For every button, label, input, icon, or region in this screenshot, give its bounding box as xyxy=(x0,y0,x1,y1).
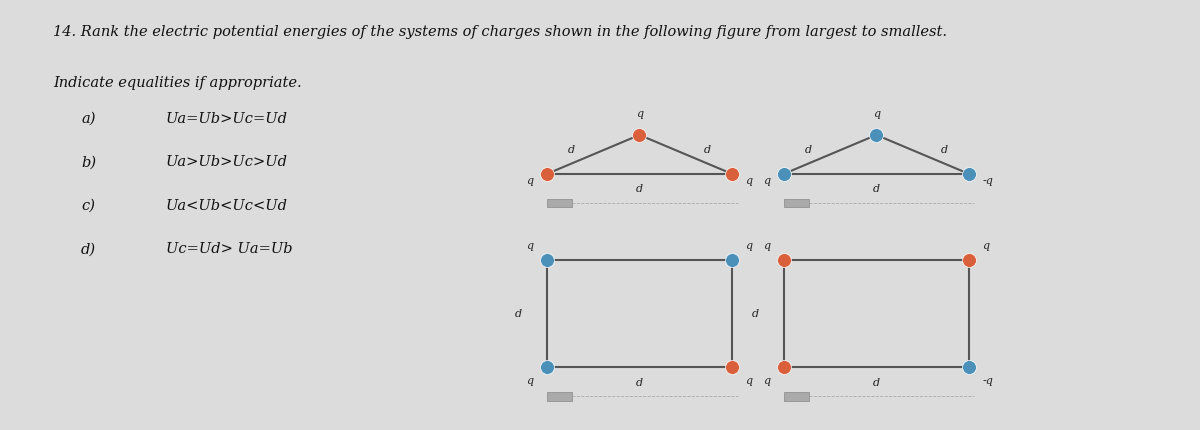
Text: d: d xyxy=(752,309,760,319)
Text: c): c) xyxy=(82,199,95,213)
Bar xyxy=(784,199,809,208)
Text: d: d xyxy=(872,184,880,194)
Text: -q: -q xyxy=(983,376,994,386)
Text: q: q xyxy=(745,376,752,386)
Text: Ua=Ub>Uc=Ud: Ua=Ub>Uc=Ud xyxy=(166,112,288,126)
Text: q: q xyxy=(636,109,643,119)
Text: q: q xyxy=(763,176,770,186)
Bar xyxy=(547,199,572,208)
Text: b): b) xyxy=(82,155,96,169)
Text: q: q xyxy=(745,242,752,252)
Text: Ua<Ub<Uc<Ud: Ua<Ub<Uc<Ud xyxy=(166,199,288,213)
Text: q: q xyxy=(527,242,534,252)
Text: q: q xyxy=(983,242,990,252)
Text: Ua>Ub>Uc>Ud: Ua>Ub>Uc>Ud xyxy=(166,155,288,169)
Text: d: d xyxy=(515,309,522,319)
Text: q: q xyxy=(763,242,770,252)
Text: Uc=Ud> Ua=Ub: Uc=Ud> Ua=Ub xyxy=(166,243,293,256)
Text: q: q xyxy=(872,109,880,119)
Text: d: d xyxy=(941,145,948,156)
Text: d: d xyxy=(703,145,710,156)
Text: q: q xyxy=(527,176,534,186)
Text: d: d xyxy=(805,145,812,156)
Text: d: d xyxy=(568,145,575,156)
Bar xyxy=(547,392,572,401)
Text: -q: -q xyxy=(983,176,994,186)
Text: q: q xyxy=(527,376,534,386)
Text: Indicate equalities if appropriate.: Indicate equalities if appropriate. xyxy=(53,76,301,90)
Text: d): d) xyxy=(82,243,96,256)
Text: d: d xyxy=(636,184,643,194)
Text: 14. Rank the electric potential energies of the systems of charges shown in the : 14. Rank the electric potential energies… xyxy=(53,25,947,39)
Text: a): a) xyxy=(82,112,96,126)
Text: d: d xyxy=(872,378,880,388)
Text: d: d xyxy=(636,378,643,388)
Bar xyxy=(784,392,809,401)
Text: q: q xyxy=(745,176,752,186)
Text: q: q xyxy=(763,376,770,386)
